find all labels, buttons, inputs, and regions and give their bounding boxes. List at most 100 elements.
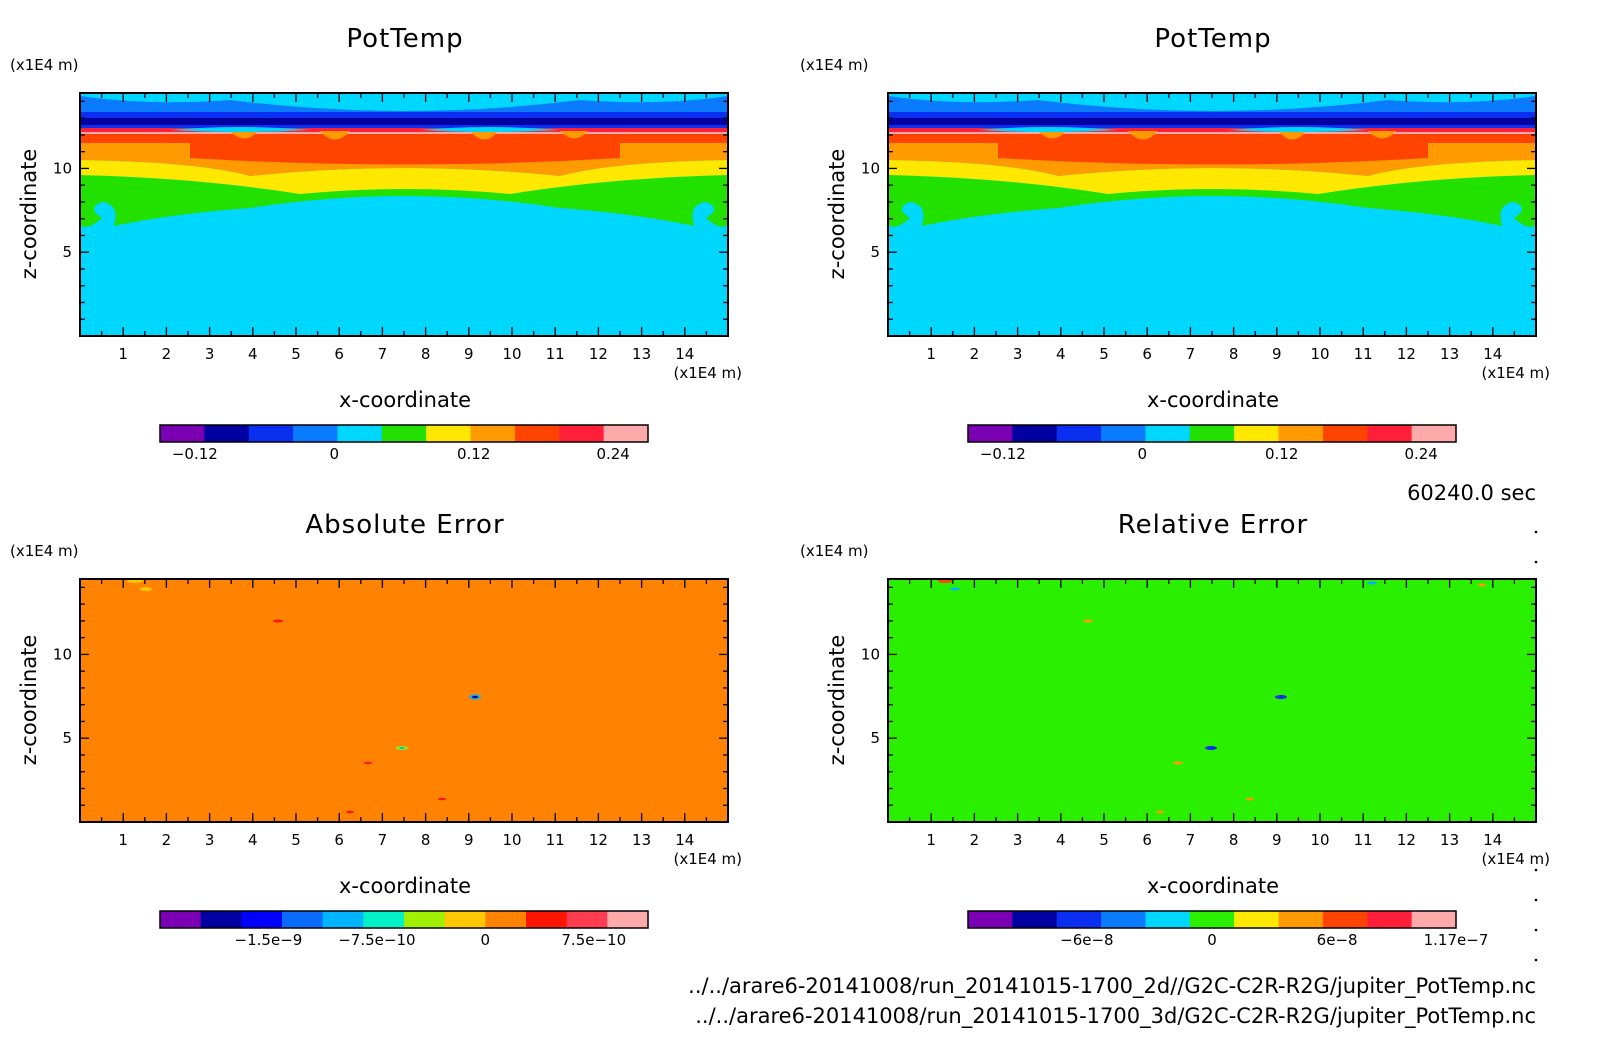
colorbar-label: 0 (1207, 931, 1217, 949)
colorbar-swatch (293, 425, 339, 442)
colorbar-swatch (1145, 911, 1191, 928)
colorbar-swatch (1012, 911, 1058, 928)
panel-title: PotTemp (1154, 24, 1271, 54)
colorbar-label: 0.12 (457, 445, 490, 463)
x-tick-label: 14 (1483, 831, 1502, 849)
colorbar-label: 0.24 (596, 445, 629, 463)
x-tick-label: 6 (1142, 345, 1152, 363)
colorbar-swatch (1189, 425, 1235, 442)
x-ticks: 1 2 3 4 5 6 7 8 9 10 11 12 13 14 (100, 579, 708, 849)
x-tick-label: 1 (118, 345, 128, 363)
colorbar-swatch (1101, 911, 1147, 928)
x-tick-label: 13 (1440, 345, 1459, 363)
y-tick-label: 10 (861, 645, 880, 663)
x-tick-label: 11 (1354, 831, 1373, 849)
panel-title: Absolute Error (305, 510, 504, 540)
colorbar-swatch (1411, 911, 1457, 928)
colorbar-swatch (363, 911, 405, 928)
x-tick-label: 6 (334, 345, 344, 363)
x-tick-label: 12 (1397, 831, 1416, 849)
x-unit-label: (x1E4 m) (673, 364, 742, 382)
x-tick-label: 13 (632, 831, 651, 849)
colorbar-swatch (248, 425, 294, 442)
colorbar-swatch (1012, 425, 1058, 442)
contour-field (888, 93, 1536, 336)
x-axis-label: x-coordinate (1147, 388, 1279, 412)
x-tick-label: 7 (1186, 831, 1196, 849)
colorbar-swatch (1056, 911, 1102, 928)
colorbar-swatch (1367, 911, 1413, 928)
y-tick-label: 10 (53, 159, 72, 177)
x-tick-label: 14 (675, 831, 694, 849)
colorbar-swatch (444, 911, 486, 928)
footer-path-1: ../../arare6-20141008/run_20141015-1700_… (688, 974, 1536, 999)
x-tick-label: 9 (1272, 831, 1282, 849)
colorbar-label: −0.12 (980, 445, 1026, 463)
x-tick-label: 2 (162, 345, 172, 363)
y-axis-label: z-coordinate (17, 149, 41, 280)
colorbar-swatch (337, 425, 383, 442)
x-tick-label: 11 (1354, 345, 1373, 363)
colorbar-swatch (160, 911, 202, 928)
y-tick-label: 5 (870, 729, 880, 747)
panel-absolute-error: Absolute Error (x1E4 m) 1 2 3 4 5 6 7 8 9 10 11 12 1… (10, 510, 742, 949)
x-tick-label: 9 (1272, 345, 1282, 363)
panel-pottemp-right: PotTemp (x1E4 m) 1 2 3 4 5 6 7 8 9 10 11 12 13 14 510… (800, 24, 1550, 463)
colorbar-swatch (1278, 911, 1324, 928)
colorbar-swatch (566, 911, 608, 928)
colorbar-swatch (559, 425, 605, 442)
y-unit-label: (x1E4 m) (800, 542, 869, 560)
x-tick-label: 5 (1099, 831, 1109, 849)
colorbar-swatch (1278, 425, 1324, 442)
colorbar-swatch (282, 911, 324, 928)
colorbar-swatch (968, 911, 1013, 928)
x-tick-label: 6 (334, 831, 344, 849)
y-axis-label: z-coordinate (17, 635, 41, 766)
colorbar-label: −7.5e−10 (338, 931, 415, 949)
panel-title: Relative Error (1118, 510, 1309, 540)
contour-field (888, 579, 1536, 822)
y-tick-label: 10 (53, 645, 72, 663)
colorbar-swatch (603, 425, 649, 442)
colorbar-swatch (426, 425, 472, 442)
colorbar-swatch (1322, 911, 1368, 928)
colorbar-swatch (1367, 425, 1413, 442)
x-tick-label: 5 (291, 345, 301, 363)
colorbar-label: 0 (481, 931, 491, 949)
y-unit-label: (x1E4 m) (10, 56, 79, 74)
x-tick-label: 1 (118, 831, 128, 849)
x-axis-label: x-coordinate (1147, 874, 1279, 898)
x-unit-label: (x1E4 m) (1481, 850, 1550, 868)
x-unit-label: (x1E4 m) (1481, 364, 1550, 382)
colorbar-swatch (514, 425, 560, 442)
colorbar-swatch (1411, 425, 1457, 442)
x-axis-label: x-coordinate (339, 388, 471, 412)
colorbar-swatch (968, 425, 1013, 442)
margin-dots (1534, 530, 1538, 962)
colorbar-swatch (1101, 425, 1147, 442)
y-ticks: 5 10 (53, 100, 728, 320)
y-ticks: 5 10 (861, 586, 1536, 806)
x-tick-label: 14 (675, 345, 694, 363)
colorbar-swatch (1145, 425, 1191, 442)
x-tick-label: 11 (546, 831, 565, 849)
colorbar-frame (159, 910, 649, 929)
colorbar-label: 0.24 (1404, 445, 1437, 463)
colorbar-label: −0.12 (172, 445, 218, 463)
y-unit-label: (x1E4 m) (800, 56, 869, 74)
x-tick-label: 3 (205, 345, 215, 363)
colorbar-label: 0.12 (1265, 445, 1298, 463)
x-tick-label: 1 (926, 831, 936, 849)
x-tick-label: 5 (1099, 345, 1109, 363)
colorbar-swatch (1234, 425, 1280, 442)
y-axis-label: z-coordinate (825, 635, 849, 766)
colorbar-label: −1.5e−9 (235, 931, 303, 949)
x-tick-label: 7 (378, 831, 388, 849)
colorbar: −0.12 0 0.12 0.24 (967, 424, 1457, 463)
colorbar-swatch (204, 425, 250, 442)
colorbar-label: 7.5e−10 (561, 931, 626, 949)
colorbar: −6e−8 0 6e−8 1.17e−7 (967, 910, 1488, 949)
colorbar-label: 0 (1138, 445, 1148, 463)
x-ticks: 1 2 3 4 5 6 7 8 9 10 11 12 13 14 (908, 579, 1516, 849)
colorbar-swatch (526, 911, 568, 928)
